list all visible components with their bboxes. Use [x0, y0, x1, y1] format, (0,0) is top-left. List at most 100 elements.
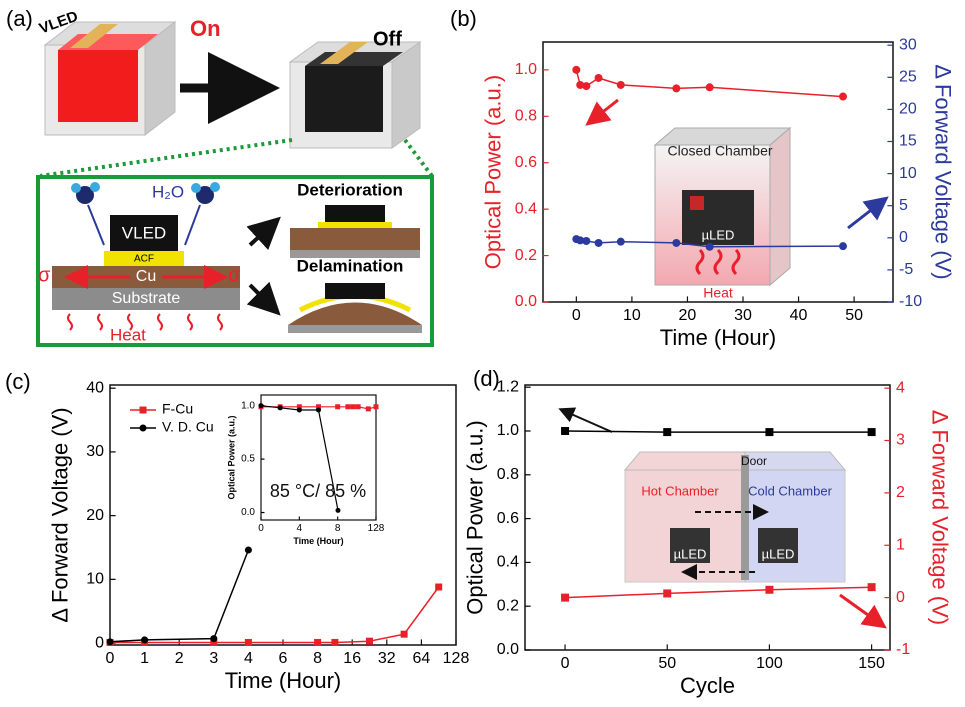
y-tick-label: 0.5: [241, 454, 255, 465]
marker: [335, 508, 340, 513]
y-tick-label: 0.0: [515, 293, 537, 310]
marker: [765, 428, 773, 436]
marker: [435, 584, 442, 591]
substrate: [288, 325, 422, 333]
y-tick-label: 1.0: [497, 422, 519, 439]
acf-label: ACF: [134, 254, 154, 265]
x-tick-label: 30: [734, 307, 752, 324]
marker: [245, 639, 252, 646]
annotation: µLED: [762, 546, 795, 561]
y2-tick-label: -10: [899, 293, 922, 310]
annotation: Cold Chamber: [748, 483, 832, 498]
x-tick-label: 0: [572, 307, 581, 324]
x-axis-label: Time (Hour): [660, 325, 777, 350]
y2-tick-label: 20: [899, 101, 917, 118]
y2-tick-label: -1: [896, 641, 910, 658]
marker: [595, 239, 603, 247]
marker: [210, 635, 217, 642]
arrow: [562, 410, 612, 432]
x-tick-label: 8: [335, 523, 341, 534]
marker: [316, 407, 321, 412]
stress-label: σ: [38, 264, 51, 286]
y-tick-label: 0.4: [497, 554, 519, 571]
x-tick-label: 0: [106, 650, 115, 667]
panel-label: (c): [5, 369, 31, 394]
chamber-side: [770, 128, 790, 285]
marker: [345, 404, 350, 409]
y-tick-label: 10: [86, 571, 104, 588]
x-tick-label: 150: [858, 655, 885, 672]
molecule: [90, 182, 100, 192]
marker: [765, 586, 773, 594]
figure: (a) VLED On Off H₂O VLED ACF Cu σ: [0, 0, 965, 707]
marker: [839, 93, 847, 101]
y-tick-label: 1.0: [515, 61, 537, 78]
plot-frame: [261, 395, 376, 520]
zoom-line: [40, 140, 292, 176]
y2-tick-label: 4: [896, 379, 905, 396]
series-line: [565, 587, 872, 597]
x-tick-label: 0: [561, 655, 570, 672]
x-tick-label: 50: [845, 307, 863, 324]
marker: [245, 547, 252, 554]
deterioration-label: Deterioration: [297, 180, 403, 199]
y2-tick-label: 25: [899, 69, 917, 86]
marker: [672, 84, 680, 92]
marker: [582, 237, 590, 245]
heat-label: Heat: [110, 325, 146, 344]
panel-d-inset: [562, 410, 882, 625]
x-tick-label: 128: [368, 523, 385, 534]
y-tick-label: 0.2: [515, 247, 537, 264]
series-line: [576, 70, 843, 97]
panel-label: (b): [450, 6, 477, 31]
x-tick-label: 64: [413, 650, 431, 667]
y2-tick-label: -5: [899, 261, 913, 278]
marker: [572, 66, 580, 74]
marker: [314, 639, 321, 646]
marker: [297, 407, 302, 412]
x-tick-label: 50: [658, 655, 676, 672]
marker: [868, 583, 876, 591]
molecule: [191, 183, 201, 193]
x-axis-label: Time (Hour): [293, 536, 343, 546]
panel-a: (a) VLED On Off H₂O VLED ACF Cu σ: [6, 6, 432, 345]
stress-label: σ: [228, 264, 241, 286]
x-axis-label: Cycle: [680, 673, 735, 698]
x-tick-label: 20: [679, 307, 697, 324]
marker: [366, 638, 373, 645]
acf: [318, 222, 392, 228]
marker: [374, 404, 379, 409]
y2-tick-label: 3: [896, 432, 905, 449]
x-tick-label: 0: [258, 523, 264, 534]
y-tick-label: 0.6: [497, 510, 519, 527]
chip-label: VLED: [122, 223, 166, 242]
marker: [839, 242, 847, 250]
marker: [401, 631, 408, 638]
marker: [351, 404, 356, 409]
marker: [561, 594, 569, 602]
y-tick-label: 0.8: [515, 108, 537, 125]
off-label: Off: [373, 28, 402, 50]
substrate-label: Substrate: [112, 290, 181, 307]
y-tick-label: 20: [86, 507, 104, 524]
led-off: [305, 66, 383, 132]
arrow: [848, 200, 884, 228]
y-tick-label: 0.6: [515, 154, 537, 171]
legend-label: V. D. Cu: [162, 419, 214, 435]
arrow: [590, 100, 618, 122]
x-tick-label: 3: [209, 650, 218, 667]
legend-label: F-Cu: [162, 401, 193, 417]
marker: [663, 428, 671, 436]
marker: [561, 427, 569, 435]
annotation: µLED: [702, 227, 735, 242]
marker: [366, 406, 371, 411]
y-tick-label: 40: [86, 379, 104, 396]
y-tick-label: 0.4: [515, 200, 537, 217]
legend-marker: [140, 407, 147, 414]
marker: [672, 239, 680, 247]
x-axis-label: Time (Hour): [225, 668, 342, 693]
x-tick-label: 8: [313, 650, 322, 667]
marker: [107, 638, 114, 645]
panel-label: (a): [6, 6, 33, 31]
marker: [868, 428, 876, 436]
